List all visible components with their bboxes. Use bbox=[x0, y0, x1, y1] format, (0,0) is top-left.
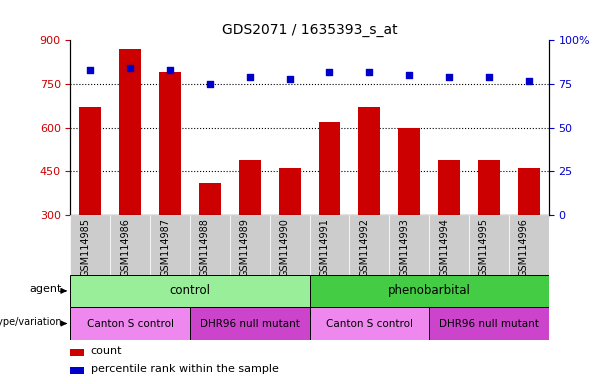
Point bbox=[166, 67, 175, 73]
Bar bbox=[270, 215, 310, 275]
Bar bbox=[110, 215, 150, 275]
Bar bbox=[150, 215, 190, 275]
Bar bbox=[310, 215, 349, 275]
Point bbox=[364, 69, 374, 75]
Bar bbox=[120, 49, 141, 215]
Bar bbox=[310, 307, 429, 340]
Bar bbox=[429, 215, 469, 275]
Bar bbox=[190, 307, 310, 340]
Bar bbox=[349, 215, 389, 275]
Bar bbox=[310, 275, 549, 307]
Bar bbox=[518, 169, 539, 215]
Bar bbox=[319, 122, 340, 215]
Bar bbox=[478, 160, 500, 215]
Bar bbox=[70, 349, 84, 356]
Point bbox=[484, 74, 494, 80]
Text: GSM114987: GSM114987 bbox=[160, 218, 170, 277]
Text: control: control bbox=[170, 285, 210, 297]
Bar bbox=[509, 215, 549, 275]
Point bbox=[86, 67, 96, 73]
Bar bbox=[80, 107, 101, 215]
Bar bbox=[159, 72, 181, 215]
Bar bbox=[239, 160, 261, 215]
Text: Canton S control: Canton S control bbox=[326, 318, 413, 329]
Text: percentile rank within the sample: percentile rank within the sample bbox=[91, 364, 278, 374]
Text: GSM114996: GSM114996 bbox=[519, 218, 528, 277]
Title: GDS2071 / 1635393_s_at: GDS2071 / 1635393_s_at bbox=[222, 23, 397, 36]
Bar bbox=[429, 307, 549, 340]
Text: agent: agent bbox=[29, 284, 62, 294]
Text: GSM114994: GSM114994 bbox=[439, 218, 449, 277]
Point bbox=[444, 74, 454, 80]
Point bbox=[524, 78, 533, 84]
Text: count: count bbox=[91, 346, 122, 356]
Bar bbox=[70, 307, 190, 340]
Text: GSM114985: GSM114985 bbox=[80, 218, 91, 277]
Text: Canton S control: Canton S control bbox=[87, 318, 173, 329]
Bar bbox=[70, 215, 110, 275]
Text: GSM114989: GSM114989 bbox=[240, 218, 250, 277]
Point bbox=[284, 76, 294, 82]
Point bbox=[125, 65, 135, 71]
Point bbox=[405, 72, 414, 78]
Text: GSM114986: GSM114986 bbox=[120, 218, 130, 277]
Text: DHR96 null mutant: DHR96 null mutant bbox=[439, 318, 539, 329]
Text: genotype/variation: genotype/variation bbox=[0, 317, 62, 327]
Text: GSM114993: GSM114993 bbox=[399, 218, 409, 277]
Bar bbox=[389, 215, 429, 275]
Bar bbox=[230, 215, 270, 275]
Point bbox=[205, 81, 215, 87]
Text: phenobarbital: phenobarbital bbox=[387, 285, 471, 297]
Text: GSM114988: GSM114988 bbox=[200, 218, 210, 277]
Point bbox=[245, 74, 255, 80]
Bar bbox=[199, 183, 221, 215]
Bar bbox=[469, 215, 509, 275]
Text: GSM114995: GSM114995 bbox=[479, 218, 489, 277]
Text: GSM114990: GSM114990 bbox=[280, 218, 289, 277]
Text: GSM114992: GSM114992 bbox=[359, 218, 369, 277]
Bar bbox=[359, 107, 380, 215]
Bar bbox=[190, 215, 230, 275]
Bar bbox=[398, 127, 420, 215]
Bar bbox=[438, 160, 460, 215]
Point bbox=[325, 69, 335, 75]
Bar bbox=[70, 275, 310, 307]
Text: DHR96 null mutant: DHR96 null mutant bbox=[200, 318, 300, 329]
Bar bbox=[279, 169, 300, 215]
Text: GSM114991: GSM114991 bbox=[319, 218, 330, 277]
Bar bbox=[70, 367, 84, 374]
